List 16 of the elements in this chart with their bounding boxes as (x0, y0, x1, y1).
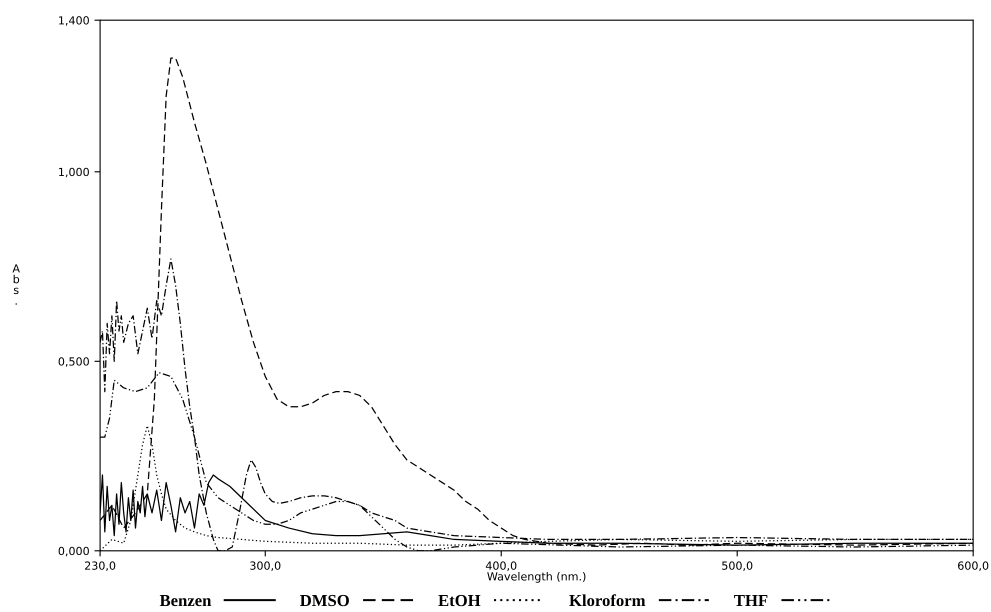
y-tick-label: 0,000 (58, 546, 89, 556)
legend-label: DMSO (300, 594, 349, 606)
x-axis-title: Wavelength (nm.) (487, 572, 586, 583)
x-tick-label: 500,0 (722, 561, 752, 571)
legend-label: Kloroform (569, 594, 646, 606)
x-tick-label: 400,0 (486, 561, 516, 571)
y-tick-label: 0,500 (58, 357, 89, 367)
legend-label: Benzen (160, 595, 212, 606)
legend-label: THF (734, 595, 768, 606)
x-tick-label: 600,0 (958, 561, 988, 571)
y-tick-label: 1,000 (59, 168, 89, 178)
x-tick-label: 300,0 (250, 561, 280, 571)
y-tick-label: 1,400 (59, 16, 89, 26)
legend-label: EtOH (438, 594, 480, 606)
y-axis-title: Abs. (12, 264, 20, 305)
x-tick-label: 230,0 (85, 561, 116, 571)
